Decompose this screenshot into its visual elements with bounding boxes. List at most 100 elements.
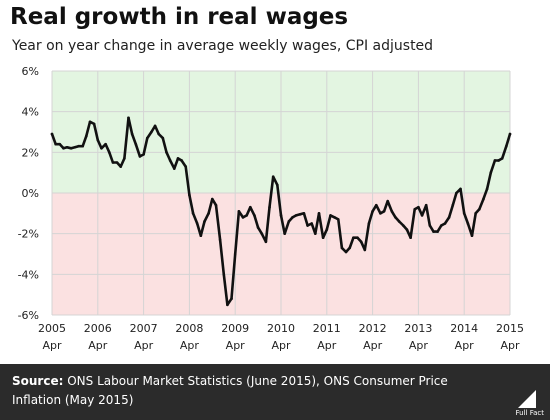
data-point	[436, 230, 439, 233]
data-point	[69, 146, 73, 150]
data-point	[428, 224, 432, 227]
data-point	[394, 216, 397, 219]
data-point	[336, 218, 340, 221]
data-point	[77, 144, 80, 148]
x-tick-month: Apr	[226, 339, 246, 352]
source-text: ONS Labour Market Statistics (June 2015)…	[12, 374, 448, 407]
data-point	[237, 210, 241, 213]
data-point	[443, 222, 447, 225]
data-point	[256, 226, 260, 229]
data-point	[348, 246, 352, 250]
data-point	[54, 142, 57, 146]
x-tick-year: 2010	[267, 322, 295, 335]
data-point	[123, 157, 126, 160]
x-tick-month: Apr	[271, 339, 291, 352]
y-tick-label: 4%	[22, 106, 39, 119]
data-point	[96, 138, 100, 142]
data-point	[493, 159, 497, 162]
data-point	[294, 214, 298, 217]
data-point	[271, 175, 275, 179]
x-tick-month: Apr	[42, 339, 62, 352]
x-tick-year: 2007	[130, 322, 158, 335]
data-point	[184, 165, 188, 168]
line-chart: 6% 4% 2% 0% -2% -4% -6% 2005 Apr 2006 Apr 2007 Apr 2…	[18, 65, 524, 352]
data-point	[459, 187, 462, 191]
y-tick-label: -2%	[18, 228, 39, 241]
x-tick-month: Apr	[317, 339, 337, 352]
data-point	[180, 159, 183, 162]
data-point	[119, 165, 122, 168]
data-point	[150, 130, 153, 134]
data-point	[58, 142, 62, 146]
data-point	[276, 183, 279, 187]
chart-title: Real growth in real wages	[10, 4, 349, 30]
data-point	[340, 246, 344, 250]
data-point	[508, 132, 512, 136]
data-point	[302, 212, 306, 215]
data-point	[409, 236, 412, 240]
data-point	[142, 153, 145, 156]
full-fact-logo-icon	[518, 390, 536, 408]
data-point	[161, 136, 165, 140]
data-point	[107, 151, 111, 154]
data-point	[115, 161, 119, 164]
y-tick-label: -4%	[18, 268, 39, 281]
data-point	[405, 228, 409, 231]
x-tick-year: 2011	[313, 322, 341, 335]
data-point	[268, 205, 271, 209]
data-point	[371, 210, 374, 213]
data-point	[363, 248, 367, 252]
data-point	[397, 220, 401, 223]
x-tick-year: 2013	[404, 322, 432, 335]
data-point	[62, 146, 65, 150]
data-point	[260, 232, 264, 235]
data-point	[379, 212, 382, 215]
data-point	[241, 216, 245, 219]
x-tick-month: Apr	[363, 339, 383, 352]
data-point	[325, 228, 329, 231]
x-tick-month: Apr	[88, 339, 108, 352]
x-tick-year: 2008	[175, 322, 203, 335]
y-tick-label: 0%	[22, 187, 39, 200]
data-point	[333, 216, 336, 219]
x-tick-month: Apr	[134, 339, 154, 352]
data-point	[298, 213, 302, 216]
data-point	[314, 232, 317, 235]
data-point	[386, 199, 390, 203]
data-point	[157, 132, 161, 136]
x-tick-year: 2006	[84, 322, 112, 335]
data-point	[145, 136, 149, 140]
data-point	[81, 144, 84, 148]
data-point	[485, 187, 489, 191]
data-point	[65, 145, 69, 149]
data-point	[138, 155, 142, 158]
data-point	[500, 157, 504, 160]
data-point	[214, 203, 218, 207]
data-point	[489, 171, 493, 174]
data-point	[153, 124, 157, 128]
data-point	[104, 142, 107, 146]
data-point	[482, 197, 485, 201]
x-tick-month: Apr	[455, 339, 475, 352]
data-point	[188, 193, 191, 197]
data-point	[447, 216, 451, 219]
source-note: Source: ONS Labour Market Statistics (Ju…	[12, 372, 492, 410]
y-tick-label: -6%	[18, 309, 39, 322]
x-tick-month: Apr	[500, 339, 520, 352]
data-point	[165, 151, 168, 154]
data-point	[413, 207, 417, 211]
x-tick-year: 2015	[496, 322, 524, 335]
data-point	[401, 224, 405, 227]
data-point	[218, 238, 222, 242]
data-point	[455, 191, 458, 195]
x-tick-year: 2014	[450, 322, 478, 335]
data-point	[199, 234, 203, 237]
data-point	[505, 144, 508, 148]
data-point	[478, 207, 481, 211]
data-point	[382, 210, 386, 213]
data-point	[283, 232, 286, 235]
data-point	[359, 240, 363, 244]
data-point	[367, 222, 371, 225]
data-point	[451, 203, 455, 207]
data-point	[279, 214, 283, 217]
